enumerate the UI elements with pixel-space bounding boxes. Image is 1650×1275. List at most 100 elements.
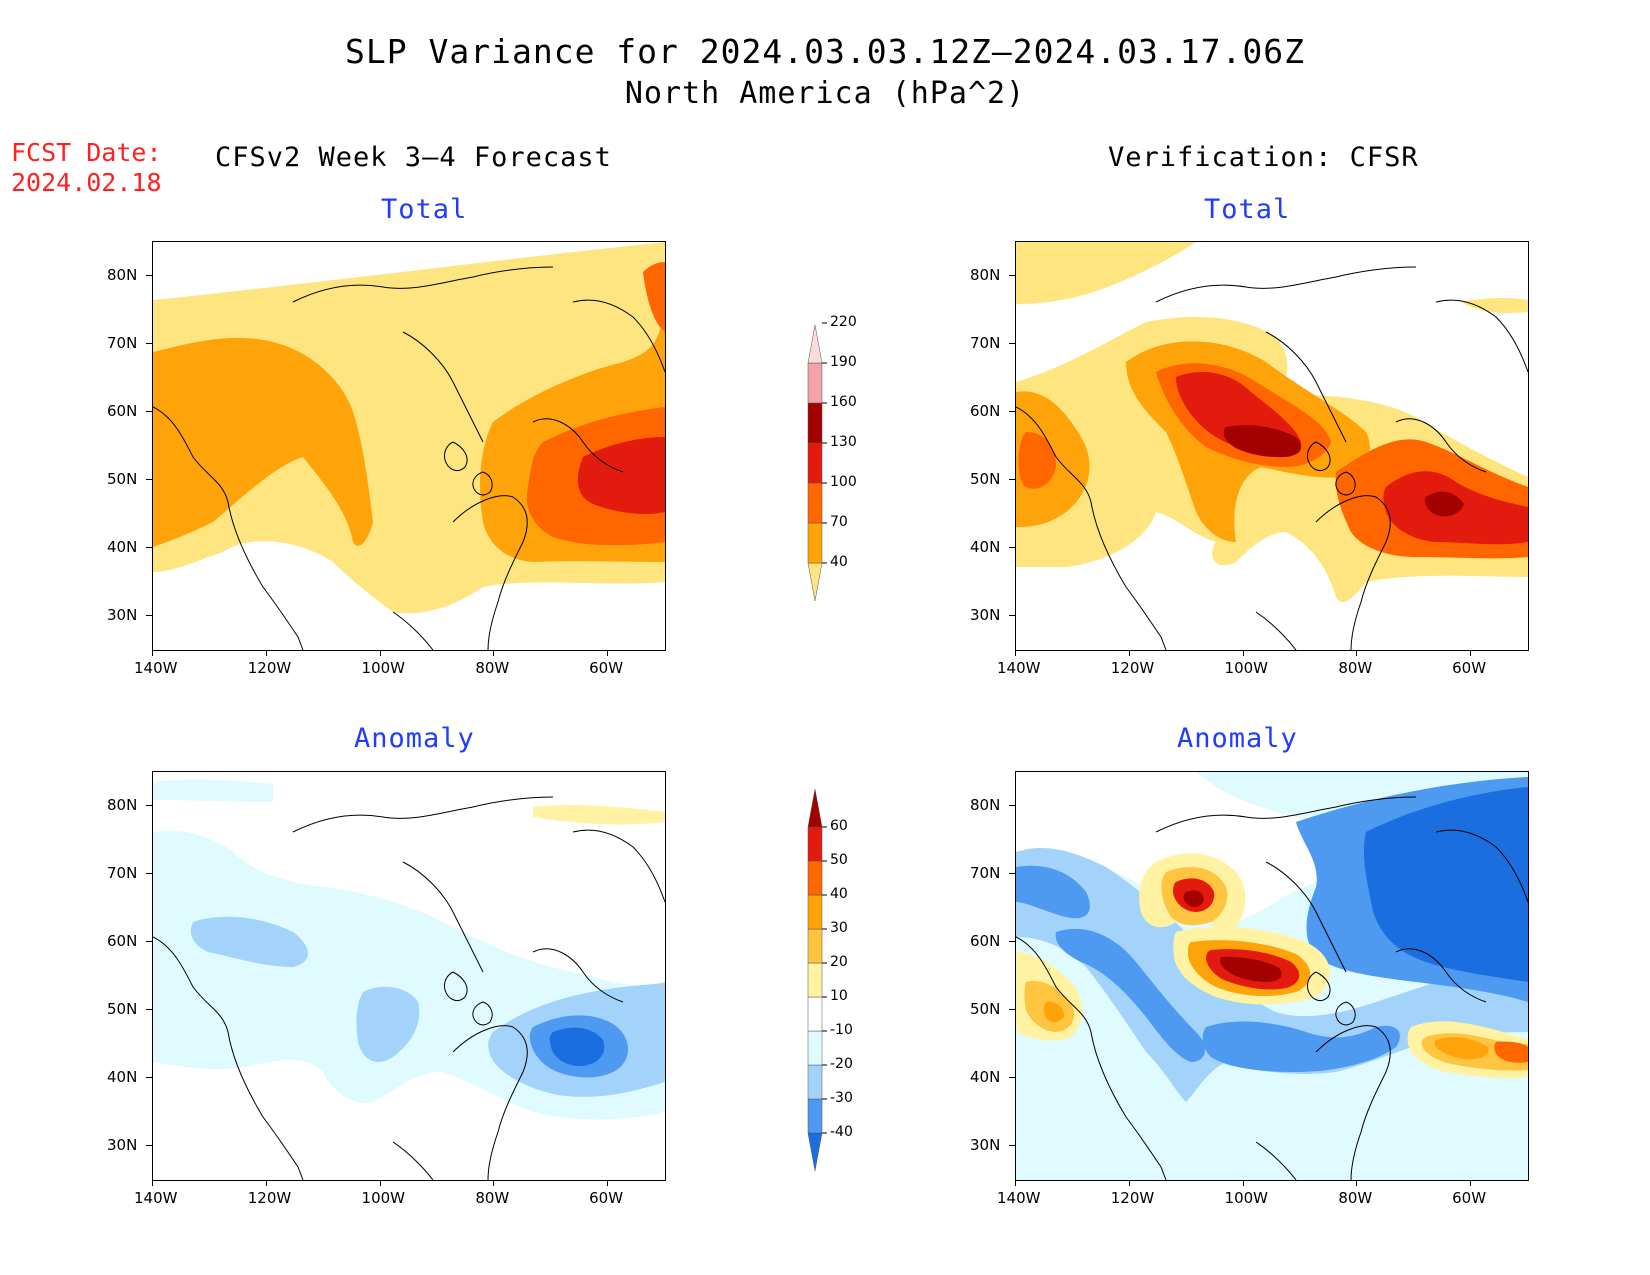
lon-tick-mark	[1128, 650, 1130, 656]
colorbar-label: 220	[830, 314, 857, 330]
lon-tick-mark	[152, 1180, 153, 1186]
lat-tick-mark	[1009, 1009, 1015, 1010]
lon-tick-label: 80W	[1338, 659, 1373, 677]
lon-tick-label: 100W	[361, 1189, 406, 1207]
lat-tick-label: 40N	[107, 538, 138, 556]
main-title: SLP Variance for 2024.03.03.12Z—2024.03.…	[345, 32, 1305, 71]
lon-tick-label: 120W	[247, 1189, 292, 1207]
lon-tick-label: 80W	[1338, 1189, 1373, 1207]
forecast-total-field	[153, 242, 665, 650]
lat-tick-label: 40N	[107, 1068, 138, 1086]
forecast-total-map	[152, 241, 666, 651]
colorbar-swatch	[807, 826, 823, 862]
verif-total-title: Total	[1204, 194, 1291, 225]
colorbar-swatch	[807, 1064, 823, 1100]
colorbar-label: 160	[830, 394, 857, 410]
lon-tick-mark	[379, 1180, 381, 1186]
colorbar-swatch	[807, 1030, 823, 1066]
colorbar-label: 190	[830, 354, 857, 370]
lon-tick-mark	[152, 650, 153, 656]
colorbar-label: -30	[830, 1090, 853, 1106]
lon-tick-label: 120W	[1110, 659, 1155, 677]
lat-tick-label: 50N	[107, 470, 138, 488]
lat-tick-mark	[146, 479, 152, 480]
lat-tick-mark	[146, 275, 152, 276]
colorbar-swatch	[807, 324, 823, 364]
lat-tick-mark	[1009, 479, 1015, 480]
colorbar-swatch	[807, 788, 823, 828]
verification-anomaly-map	[1015, 771, 1529, 1181]
lat-tick-mark	[146, 411, 152, 412]
fcst-label: FCST Date:	[11, 138, 162, 167]
lat-tick-label: 80N	[107, 796, 138, 814]
verification-total-map	[1015, 241, 1529, 651]
colorbar-swatch	[807, 1098, 823, 1134]
lat-tick-mark	[1009, 805, 1015, 806]
colorbar-swatch	[807, 362, 823, 404]
lon-tick-label: 60W	[589, 659, 624, 677]
lat-tick-mark	[146, 873, 152, 874]
lon-tick-mark	[1470, 1180, 1472, 1186]
colorbar-swatch	[807, 402, 823, 444]
forecast-total-title: Total	[381, 194, 468, 225]
colorbar-label: 40	[830, 886, 848, 902]
lon-tick-label: 100W	[1224, 1189, 1269, 1207]
colorbar-label: 130	[830, 434, 857, 450]
lon-tick-label: 60W	[1452, 659, 1487, 677]
lon-tick-mark	[1242, 650, 1244, 656]
lon-tick-mark	[493, 1180, 495, 1186]
lon-tick-label: 140W	[134, 659, 178, 677]
colorbar-label: -10	[830, 1022, 853, 1038]
lat-tick-label: 30N	[107, 1136, 138, 1154]
colorbar-label: 10	[830, 988, 848, 1004]
lat-tick-label: 70N	[970, 864, 1001, 882]
lat-tick-mark	[1009, 547, 1015, 548]
lat-tick-label: 40N	[970, 538, 1001, 556]
forecast-anomaly-map	[152, 771, 666, 1181]
fcst-date: 2024.02.18	[11, 168, 162, 197]
lat-tick-mark	[146, 941, 152, 942]
lon-tick-mark	[1470, 650, 1472, 656]
lon-tick-mark	[379, 650, 381, 656]
lat-tick-label: 70N	[107, 864, 138, 882]
lat-tick-label: 50N	[107, 1000, 138, 1018]
lat-tick-mark	[146, 1145, 152, 1146]
colorbar-label: 40	[830, 554, 848, 570]
lat-tick-mark	[1009, 941, 1015, 942]
lon-tick-mark	[1242, 1180, 1244, 1186]
lat-tick-label: 50N	[970, 1000, 1001, 1018]
colorbar-label: 20	[830, 954, 848, 970]
subtitle: North America (hPa^2)	[624, 76, 1026, 111]
forecast-anomaly-title: Anomaly	[354, 723, 475, 754]
colorbar-label: 50	[830, 852, 848, 868]
lat-tick-mark	[1009, 343, 1015, 344]
lat-tick-label: 70N	[107, 334, 138, 352]
lon-tick-mark	[607, 1180, 609, 1186]
lon-tick-mark	[493, 650, 495, 656]
lon-tick-label: 120W	[247, 659, 292, 677]
colorbar-swatch	[807, 928, 823, 964]
lat-tick-mark	[146, 343, 152, 344]
lon-tick-mark	[265, 1180, 267, 1186]
colorbar-swatch	[807, 996, 823, 1032]
verification-total-field	[1016, 242, 1528, 650]
lat-tick-label: 60N	[107, 402, 138, 420]
lat-tick-mark	[1009, 1077, 1015, 1078]
lat-tick-mark	[146, 615, 152, 616]
lat-tick-label: 70N	[970, 334, 1001, 352]
lat-tick-mark	[146, 805, 152, 806]
lat-tick-label: 40N	[970, 1068, 1001, 1086]
lon-tick-label: 60W	[589, 1189, 624, 1207]
colorbar-label: -20	[830, 1056, 853, 1072]
lat-tick-label: 60N	[970, 932, 1001, 950]
lon-tick-label: 140W	[134, 1189, 178, 1207]
lon-tick-mark	[607, 650, 609, 656]
lat-tick-mark	[1009, 411, 1015, 412]
lat-tick-label: 60N	[970, 402, 1001, 420]
lat-tick-mark	[146, 1077, 152, 1078]
colorbar-swatch	[807, 522, 823, 564]
colorbar-swatch	[807, 442, 823, 484]
lon-tick-mark	[1128, 1180, 1130, 1186]
lon-tick-label: 80W	[475, 1189, 510, 1207]
colorbar-label: 60	[830, 818, 848, 834]
